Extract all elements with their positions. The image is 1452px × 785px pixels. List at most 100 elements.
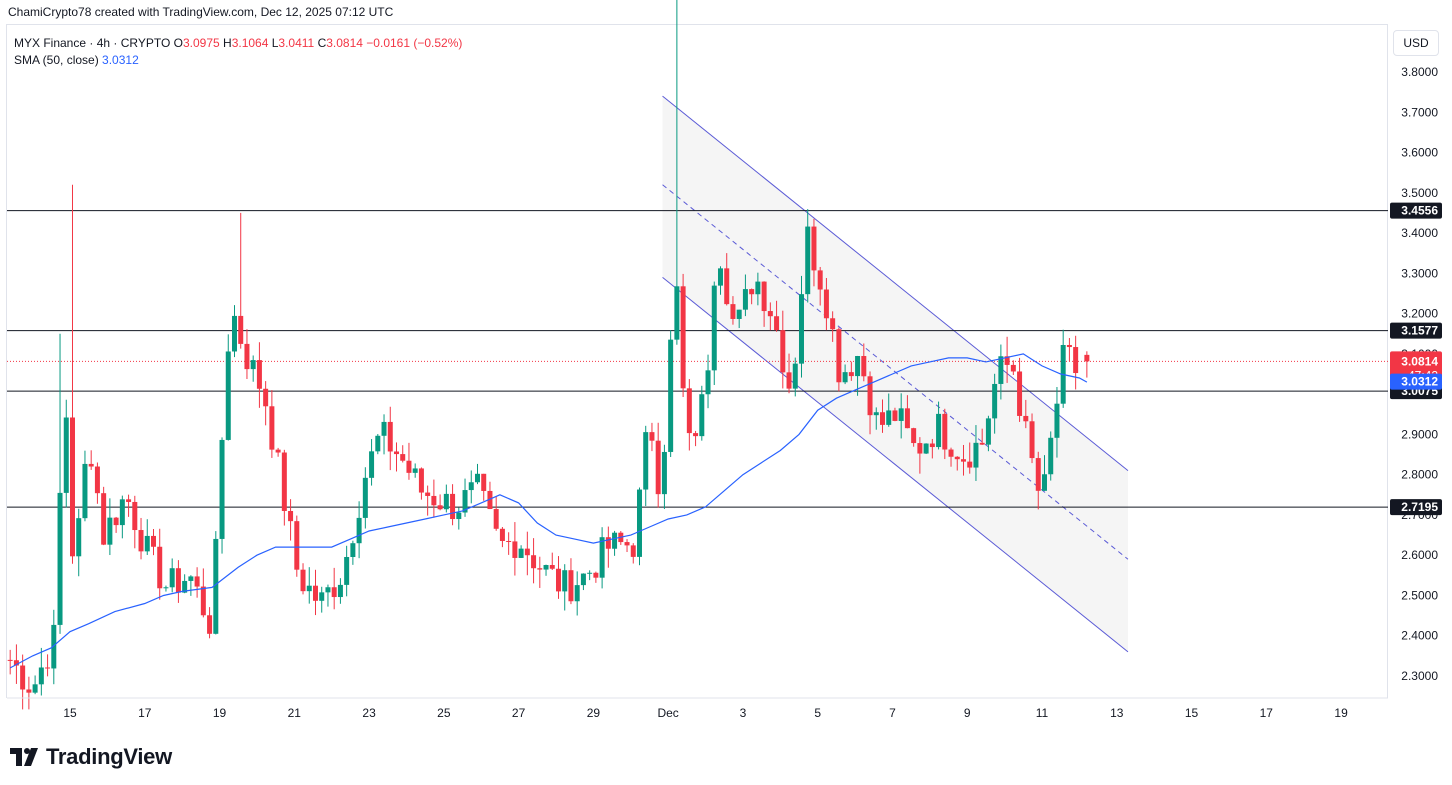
candle[interactable] [1023,399,1029,429]
candle[interactable] [531,538,537,584]
sma-line[interactable] [9,353,1088,669]
candle[interactable] [568,558,574,605]
candle[interactable] [506,532,512,555]
candle[interactable] [848,361,854,381]
candle[interactable] [873,407,879,430]
candle[interactable] [998,344,1004,400]
candle[interactable] [612,530,618,556]
candle[interactable] [948,447,954,467]
channel-lower-line[interactable] [662,276,1129,653]
candle[interactable] [680,273,686,398]
candle[interactable] [101,486,107,546]
candle[interactable] [742,274,748,317]
candle[interactable] [649,422,655,452]
candle[interactable] [705,354,711,409]
candle[interactable] [942,408,948,460]
candle[interactable] [431,479,437,518]
candle[interactable] [960,444,966,476]
candle[interactable] [867,371,873,435]
candle[interactable] [188,575,194,596]
candle[interactable] [630,543,636,564]
candle[interactable] [107,498,113,556]
candle[interactable] [580,573,586,591]
candle[interactable] [381,414,387,455]
candle[interactable] [992,373,998,434]
tradingview-logo[interactable]: TradingView [10,744,172,770]
candle[interactable] [1004,336,1010,383]
candle[interactable] [636,487,642,566]
candle[interactable] [207,607,213,639]
candle[interactable] [119,495,125,539]
candle[interactable] [1054,387,1060,458]
candle[interactable] [244,329,250,380]
candle[interactable] [512,522,518,576]
candle[interactable] [300,563,306,595]
candle[interactable] [263,381,269,426]
candle[interactable] [163,585,169,592]
candle[interactable] [425,485,431,516]
candle[interactable] [319,586,325,613]
candle[interactable] [375,434,381,455]
candle[interactable] [94,462,100,504]
candle[interactable] [830,311,836,342]
candle[interactable] [605,526,611,568]
candle[interactable] [524,531,530,576]
candle[interactable] [337,578,343,604]
candle[interactable] [200,568,206,618]
candle[interactable] [344,545,350,597]
candle[interactable] [88,450,94,470]
candle[interactable] [63,399,69,508]
candle[interactable] [717,266,723,295]
candle[interactable] [549,552,555,571]
candle[interactable] [331,567,337,610]
candle[interactable] [1060,329,1066,408]
candle[interactable] [711,281,717,386]
candle[interactable] [437,494,443,511]
candle[interactable] [730,296,736,325]
candle[interactable] [38,647,44,696]
candle[interactable] [288,499,294,541]
currency-button[interactable]: USD [1393,30,1439,56]
candle[interactable] [157,528,163,600]
candle[interactable] [624,539,630,553]
candle[interactable] [7,649,13,675]
candle[interactable] [811,218,817,287]
candle[interactable] [256,342,262,408]
candle[interactable] [985,415,991,452]
candle[interactable] [275,447,281,457]
candle[interactable] [412,463,418,478]
candle[interactable] [294,515,300,577]
candle[interactable] [356,501,362,559]
candle[interactable] [1017,357,1023,422]
candle[interactable] [462,478,468,517]
candle[interactable] [269,390,275,458]
candle[interactable] [312,569,318,616]
candle[interactable] [736,309,742,329]
candle[interactable] [26,676,32,710]
candle[interactable] [113,516,119,533]
candle[interactable] [886,393,892,427]
candle[interactable] [82,450,88,522]
candle[interactable] [786,353,792,394]
candle[interactable] [923,443,929,455]
candle[interactable] [917,437,923,474]
candle[interactable] [20,654,26,710]
candle[interactable] [761,281,767,327]
candle[interactable] [967,442,973,474]
candle[interactable] [817,266,823,306]
candle[interactable] [1029,413,1035,464]
candle[interactable] [238,212,244,349]
candle[interactable] [724,253,730,306]
candle[interactable] [1048,431,1054,481]
candle[interactable] [45,654,51,677]
candle[interactable] [138,517,144,560]
candle[interactable] [749,288,755,305]
candle[interactable] [661,444,667,510]
candle[interactable] [443,484,449,513]
candle[interactable] [593,571,599,583]
candle[interactable] [406,442,412,480]
candle[interactable] [929,438,935,459]
candle[interactable] [973,425,979,481]
candle[interactable] [499,527,505,548]
candle[interactable] [69,184,75,564]
